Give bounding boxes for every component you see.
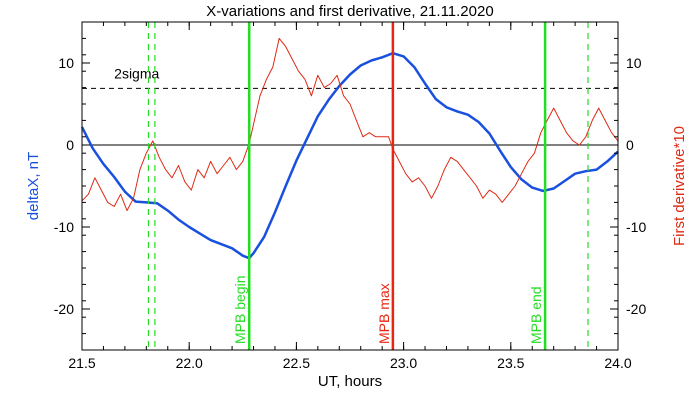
y-tick-label: 10 — [58, 55, 74, 71]
marker-label-4: MPB end — [528, 286, 544, 344]
marker-label-3: MPB max — [376, 283, 392, 344]
series-line-derivative — [81, 37, 619, 212]
x-tick-label: 23.0 — [390, 355, 417, 371]
x-axis: 21.5 22.0 22.5 23.0 23.5 24.0 — [68, 22, 632, 371]
y-tick-label: -20 — [54, 301, 74, 317]
two-sigma-label: 2sigma — [114, 65, 159, 81]
x-tick-label: 21.5 — [68, 355, 95, 371]
marker-label-2: MPB begin — [232, 276, 248, 344]
x-tick-label: 24.0 — [604, 355, 631, 371]
y-tick-label: -10 — [54, 219, 74, 235]
y-right-tick-label: -10 — [626, 219, 646, 235]
y-axis-left-label: deltaX, nT — [25, 152, 42, 220]
x-tick-label: 23.5 — [497, 355, 524, 371]
y-right-tick-label: 0 — [626, 137, 634, 153]
y-axis-left: 10 0 -10 -20 — [54, 21, 90, 351]
series-line-deltaX — [80, 51, 619, 260]
chart-title: X-variations and first derivative, 21.11… — [206, 3, 493, 20]
x-axis-label: UT, hours — [318, 373, 382, 390]
y-right-tick-label: -20 — [626, 301, 646, 317]
y-axis-right-label: First derivative*10 — [671, 126, 688, 246]
y-axis-right: 10 0 -10 -20 — [610, 21, 646, 351]
y-right-tick-label: 10 — [626, 55, 642, 71]
x-tick-label: 22.0 — [176, 355, 203, 371]
plot-area: 2sigma MPB begin MPB max MPB end — [80, 22, 619, 350]
x-tick-label: 22.5 — [283, 355, 310, 371]
y-tick-label: 0 — [66, 137, 74, 153]
